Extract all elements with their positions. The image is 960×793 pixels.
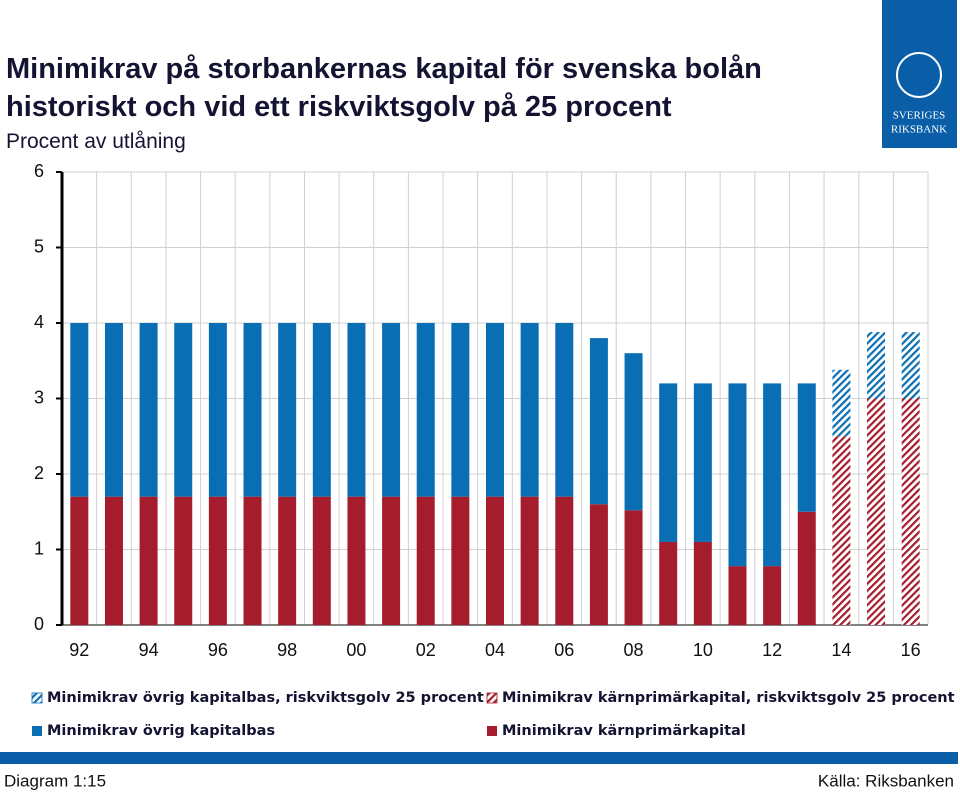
bar-segment — [763, 566, 782, 625]
x-tick-label: 14 — [831, 640, 851, 660]
y-tick-label: 5 — [34, 236, 44, 256]
bar-segment — [901, 398, 920, 625]
bar-segment — [312, 323, 331, 497]
x-tick-label: 12 — [762, 640, 782, 660]
bar-segment — [139, 323, 158, 497]
bar-segment — [867, 332, 886, 399]
bar-segment — [555, 323, 574, 497]
bar-segment — [451, 323, 470, 497]
bar-segment — [693, 541, 712, 625]
bar-segment — [763, 383, 782, 567]
legend-label: Minimikrav kärnprimärkapital, riskviktsg… — [502, 690, 955, 706]
bar-segment — [624, 510, 643, 625]
bar-segment — [104, 496, 123, 625]
bar-segment — [797, 383, 816, 512]
y-tick-label: 2 — [34, 463, 44, 483]
y-tick-label: 6 — [34, 161, 44, 181]
bar-segment — [139, 496, 158, 625]
legend-swatch — [487, 726, 497, 736]
x-tick-label: 16 — [901, 640, 921, 660]
bar-segment — [693, 383, 712, 542]
x-tick-label: 04 — [485, 640, 505, 660]
y-tick-label: 3 — [34, 387, 44, 407]
logo — [882, 0, 957, 148]
bar-segment — [520, 323, 539, 497]
legend-swatch — [32, 726, 42, 736]
bar-segment — [70, 323, 89, 497]
bar-segment — [486, 323, 504, 497]
bar-segment — [208, 496, 227, 625]
x-tick-label: 92 — [69, 640, 89, 660]
bar-segment — [278, 496, 297, 625]
bar-segment — [728, 383, 747, 567]
bar-segment — [174, 323, 193, 497]
legend-swatch — [31, 692, 43, 704]
legend-swatch — [486, 692, 498, 704]
legend-label: Minimikrav kärnprimärkapital — [502, 723, 746, 739]
y-tick-label: 4 — [34, 312, 44, 332]
bar-segment — [416, 323, 435, 497]
legend-label: Minimikrav övrig kapitalbas, riskviktsgo… — [47, 690, 484, 706]
x-tick-label: 00 — [346, 640, 366, 660]
diagram-label: Diagram 1:15 — [4, 771, 106, 790]
bar-segment — [728, 566, 747, 625]
bar-segment — [104, 323, 123, 497]
bar-segment — [243, 496, 262, 625]
x-tick-label: 96 — [208, 640, 228, 660]
bar-segment — [278, 323, 297, 497]
bar-segment — [243, 323, 262, 497]
bar-segment — [486, 496, 504, 625]
bar-segment — [451, 496, 470, 625]
y-tick-label: 0 — [34, 614, 44, 634]
source: Källa: Riksbanken — [818, 771, 954, 790]
chart-title: historiskt och vid ett riskviktsgolv på … — [6, 91, 672, 123]
bar-segment — [797, 511, 816, 625]
bar-segment — [208, 323, 227, 497]
bar-segment — [520, 496, 539, 625]
y-tick-label: 1 — [34, 538, 44, 558]
x-tick-label: 94 — [139, 640, 159, 660]
bar-segment — [174, 496, 193, 625]
bar-segment — [312, 496, 331, 625]
bar-segment — [589, 338, 608, 505]
bar-segment — [659, 383, 678, 542]
bar-segment — [624, 353, 643, 511]
logo-emblem — [896, 52, 942, 98]
bar-segment — [555, 496, 574, 625]
chart-subtitle: Procent av utlåning — [6, 130, 186, 153]
bar-segment — [70, 496, 89, 625]
logo-text: RIKSBANK — [891, 124, 947, 136]
bar-segment — [416, 496, 435, 625]
chart-title: Minimikrav på storbankernas kapital för … — [6, 53, 762, 85]
bar-segment — [347, 496, 366, 625]
bar-segment — [382, 323, 401, 497]
footer-bar — [0, 752, 958, 764]
bar-segment — [832, 369, 851, 437]
bar-segment — [382, 496, 401, 625]
legend-label: Minimikrav övrig kapitalbas — [47, 723, 275, 739]
logo-text: SVERIGES — [893, 110, 946, 122]
x-tick-label: 06 — [554, 640, 574, 660]
bar-segment — [347, 323, 366, 497]
bar-segment — [832, 436, 851, 625]
bar-segment — [867, 398, 886, 625]
bar-segment — [659, 541, 678, 625]
bar-segment — [901, 332, 920, 399]
x-tick-label: 08 — [624, 640, 644, 660]
bar-segment — [589, 504, 608, 625]
x-tick-label: 10 — [693, 640, 713, 660]
x-tick-label: 98 — [277, 640, 297, 660]
x-tick-label: 02 — [416, 640, 436, 660]
